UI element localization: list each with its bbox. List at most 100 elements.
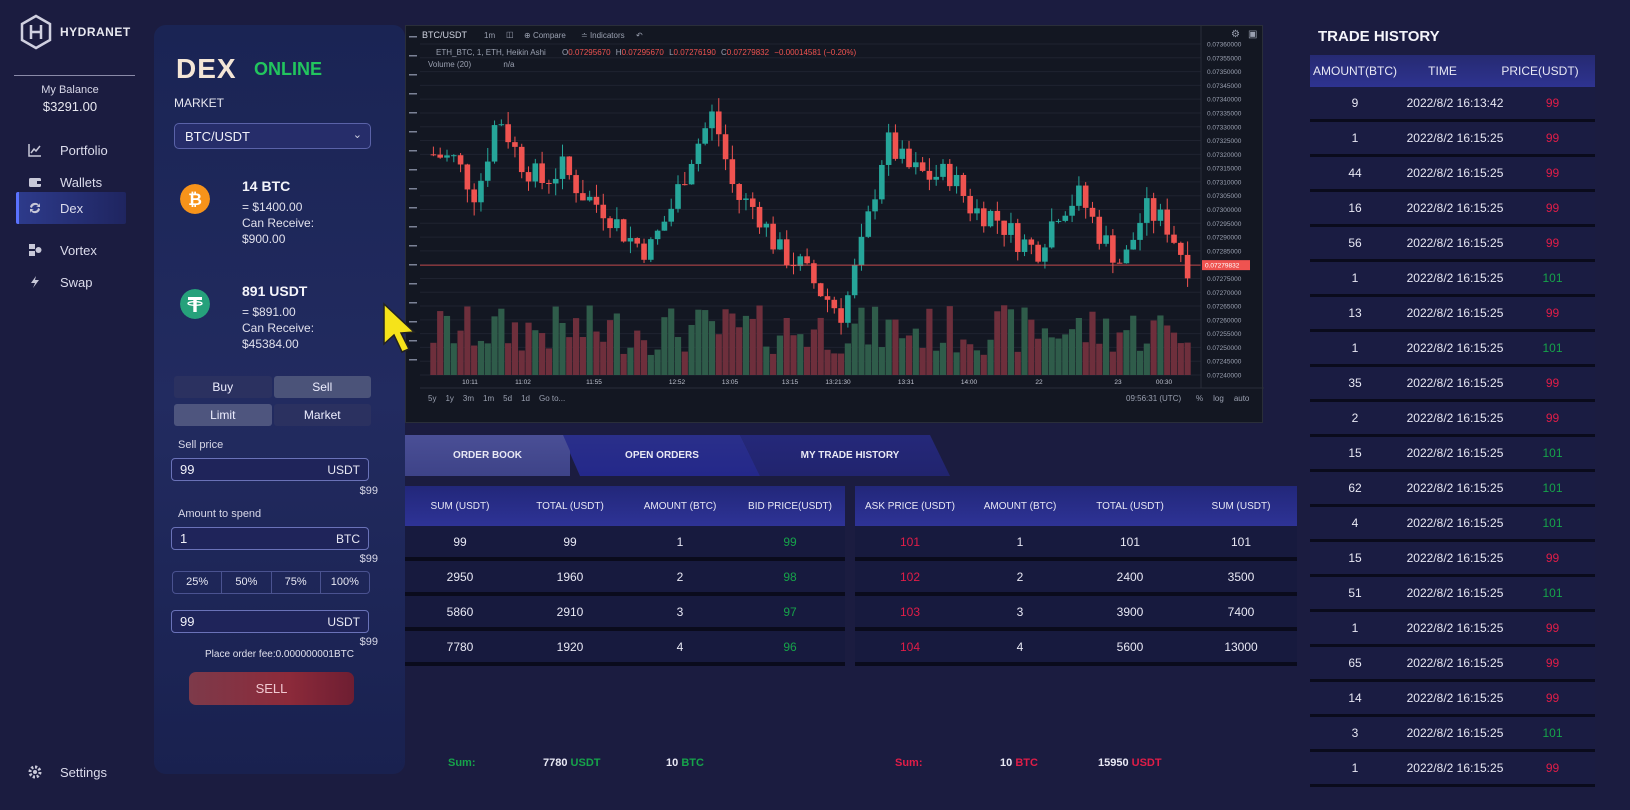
bid-row[interactable]: 5860 2910 3 97 bbox=[405, 596, 845, 631]
scale-auto[interactable]: auto bbox=[1233, 394, 1250, 403]
trade-time: 2022/8/2 16:15:25 bbox=[1406, 236, 1504, 250]
volume-bar bbox=[1021, 307, 1028, 375]
amount-input[interactable]: 1 BTC bbox=[171, 527, 369, 550]
svg-text:₿: ₿ bbox=[188, 190, 202, 209]
percent-75-button[interactable]: 75% bbox=[272, 572, 321, 593]
trade-time: 2022/8/2 16:15:25 bbox=[1406, 341, 1504, 355]
bid-row[interactable]: 7780 1920 4 96 bbox=[405, 631, 845, 666]
sidebar-item-settings[interactable]: Settings bbox=[16, 756, 126, 788]
candle-body bbox=[1150, 198, 1157, 221]
bid-row[interactable]: 99 99 1 99 bbox=[405, 526, 845, 561]
price-tick-label: 0.07265000 bbox=[1207, 304, 1242, 311]
buy-tab[interactable]: Buy bbox=[174, 376, 272, 398]
ask-sum-btc: 10 BTC bbox=[1000, 757, 1038, 769]
range-option[interactable]: 5y bbox=[428, 394, 437, 403]
trade-amount: 4 bbox=[1351, 516, 1359, 530]
sell-tab[interactable]: Sell bbox=[273, 376, 371, 398]
compare-button[interactable]: ⊕ Compare bbox=[524, 31, 566, 40]
ask-row[interactable]: 101 1 101 101 bbox=[855, 526, 1297, 561]
brand[interactable]: HYDRANET bbox=[20, 14, 131, 50]
market-select[interactable]: BTC/USDT ⌄ bbox=[174, 123, 371, 149]
tab-open-orders[interactable]: OPEN ORDERS bbox=[562, 435, 760, 476]
percent-50-button[interactable]: 50% bbox=[222, 572, 272, 593]
hydranet-logo-icon bbox=[20, 14, 52, 50]
percent-25-button[interactable]: 25% bbox=[173, 572, 223, 593]
range-option[interactable]: 1d bbox=[521, 394, 530, 403]
candle-body bbox=[756, 206, 763, 228]
ask-row[interactable]: 103 3 3900 7400 bbox=[855, 596, 1297, 631]
range-option[interactable]: 3m bbox=[462, 394, 475, 403]
drawing-tool-icon bbox=[409, 321, 417, 323]
candlestick-chart[interactable]: 0.07360000 0.07355000 0.07350000 0.07345000… bbox=[406, 26, 1264, 424]
amount-label: Amount to spend bbox=[178, 508, 262, 520]
trade-amount: 2 bbox=[1351, 411, 1359, 425]
ask-row[interactable]: 104 4 5600 13000 bbox=[855, 631, 1297, 666]
candle-body bbox=[926, 170, 933, 180]
trade-history-row: 44 2022/8/2 16:15:25 99 bbox=[1310, 157, 1595, 192]
trade-history-row: 13 2022/8/2 16:15:25 99 bbox=[1310, 297, 1595, 332]
limit-tab[interactable]: Limit bbox=[174, 404, 272, 426]
total-input[interactable]: 99 USDT bbox=[171, 610, 369, 633]
ask-row[interactable]: 102 2 2400 3500 bbox=[855, 561, 1297, 596]
candle-body bbox=[559, 156, 566, 179]
candle-body bbox=[1178, 242, 1184, 255]
sidebar-item-wallets[interactable]: Wallets bbox=[16, 166, 126, 198]
table-cell: 101 bbox=[1119, 534, 1141, 549]
column-header: PRICE(USDT) bbox=[1501, 64, 1579, 78]
price-tick-label: 0.07255000 bbox=[1207, 331, 1242, 338]
candle-body bbox=[749, 198, 756, 207]
column-header: TOTAL (USDT) bbox=[536, 500, 604, 512]
status-badge: ONLINE bbox=[254, 59, 323, 79]
scale-log[interactable]: log bbox=[1213, 394, 1224, 403]
percent-100-button[interactable]: 100% bbox=[330, 576, 359, 588]
candle-body bbox=[892, 132, 899, 159]
chart-symbol[interactable]: BTC/USDT bbox=[422, 30, 467, 40]
chevron-down-icon: ⌄ bbox=[352, 129, 362, 141]
indicators-button[interactable]: ≐ Indicators bbox=[581, 31, 625, 40]
settings-icon[interactable]: ⚙ bbox=[1231, 29, 1240, 40]
scale-percent[interactable]: % bbox=[1196, 394, 1204, 403]
table-cell: 1 bbox=[676, 534, 684, 549]
sidebar-item-swap[interactable]: Swap bbox=[16, 266, 126, 298]
sell-price-input[interactable]: 99 USDT bbox=[171, 458, 369, 481]
asks-table: ASK PRICE (USDT) AMOUNT (BTC) TOTAL (USD… bbox=[855, 486, 1297, 666]
range-option[interactable]: 1y bbox=[445, 394, 454, 403]
volume-bar bbox=[729, 313, 736, 375]
range-option[interactable]: Go to... bbox=[538, 394, 566, 403]
volume-bar bbox=[1089, 311, 1096, 375]
candle-body bbox=[865, 211, 872, 237]
chart-interval[interactable]: 1m bbox=[484, 31, 496, 40]
trade-time: 2022/8/2 16:15:25 bbox=[1406, 201, 1504, 215]
volume-bar bbox=[892, 319, 899, 375]
volume-bar bbox=[878, 347, 885, 375]
asset-value: = $1400.00 bbox=[242, 200, 303, 214]
price-tick-label: 0.07295000 bbox=[1207, 221, 1242, 228]
sidebar-item-dex[interactable]: Dex bbox=[16, 192, 126, 224]
volume-bar bbox=[532, 330, 539, 375]
candle-body bbox=[1042, 247, 1048, 262]
volume-bar bbox=[749, 318, 756, 375]
candle-body bbox=[824, 296, 831, 300]
volume-bar bbox=[620, 353, 627, 375]
tab-label: MY TRADE HISTORY bbox=[800, 450, 900, 461]
market-tab[interactable]: Market bbox=[273, 404, 371, 426]
camera-icon[interactable]: ▣ bbox=[1248, 29, 1258, 40]
price-chart[interactable]: 0.07360000 0.07355000 0.07350000 0.07345000… bbox=[405, 25, 1264, 424]
tab-order-book[interactable]: ORDER BOOK bbox=[405, 435, 570, 476]
candle-body bbox=[607, 218, 613, 229]
tab-my-trade-history[interactable]: MY TRADE HISTORY bbox=[740, 435, 950, 476]
sell-button[interactable]: SELL bbox=[189, 672, 354, 705]
volume-bar bbox=[695, 309, 702, 375]
candle-type-icon[interactable]: ◫ bbox=[506, 30, 514, 39]
undo-icon[interactable]: ↶ bbox=[636, 31, 643, 40]
candle-body bbox=[702, 128, 708, 144]
asset-amount: 891 USDT bbox=[242, 283, 308, 299]
sidebar-item-vortex[interactable]: Vortex bbox=[16, 234, 126, 266]
range-option[interactable]: 5d bbox=[503, 394, 513, 403]
volume-bar bbox=[1157, 315, 1164, 375]
volume-bar bbox=[973, 350, 981, 375]
volume-bar bbox=[511, 322, 519, 375]
sidebar-item-portfolio[interactable]: Portfolio bbox=[16, 134, 126, 166]
range-option[interactable]: 1m bbox=[483, 394, 495, 403]
bid-row[interactable]: 2950 1960 2 98 bbox=[405, 561, 845, 596]
